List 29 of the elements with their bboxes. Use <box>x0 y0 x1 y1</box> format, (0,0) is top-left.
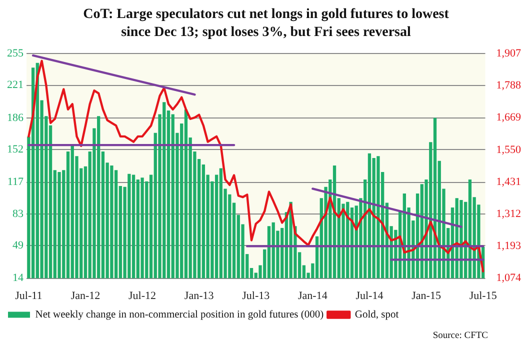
x-tick-label: Jan-14 <box>298 290 328 302</box>
source-note: Source: CFTC <box>432 331 488 341</box>
y2-tick-label: 1,431 <box>496 176 521 188</box>
x-tick-label: Jul-14 <box>356 290 384 302</box>
y-tick-label: 49 <box>12 240 24 252</box>
y2-tick-label: 1,312 <box>496 208 521 220</box>
y2-tick-label: 1,907 <box>496 47 522 60</box>
y-tick-label: 117 <box>7 176 24 188</box>
x-tick-label: Jul-15 <box>469 290 498 302</box>
y2-tick-label: 1,669 <box>496 112 522 124</box>
y2-tick-label: 1,193 <box>496 240 522 252</box>
y2-tick-label: 1,550 <box>496 144 522 156</box>
legend-label: Gold, spot <box>354 310 399 320</box>
legend-label: Net weekly change in non-commercial position in gold futures (000) <box>35 310 324 320</box>
y-tick-label: 83 <box>12 208 24 220</box>
y-tick-label: 152 <box>7 144 24 156</box>
x-tick-label: Jan-13 <box>184 290 214 302</box>
x-tick-label: Jul-12 <box>128 290 156 302</box>
x-tick-label: Jul-11 <box>15 290 42 302</box>
y-tick-label: 14 <box>12 272 24 284</box>
x-tick-label: Jan-15 <box>412 290 442 302</box>
x-tick-label: Jan-12 <box>70 290 100 302</box>
chart-title: CoT: Large speculators cut net longs in gold futures to lowest since Dec 13; spot loses 3%, but Fri sees reversal <box>82 6 450 42</box>
y-tick-label: 255 <box>7 47 24 60</box>
x-tick-label: Jul-13 <box>242 290 270 302</box>
y-tick-label: 186 <box>7 112 24 124</box>
y2-tick-label: 1,074 <box>496 272 522 284</box>
y-tick-label: 221 <box>7 79 24 92</box>
y2-tick-label: 1,788 <box>496 80 522 92</box>
